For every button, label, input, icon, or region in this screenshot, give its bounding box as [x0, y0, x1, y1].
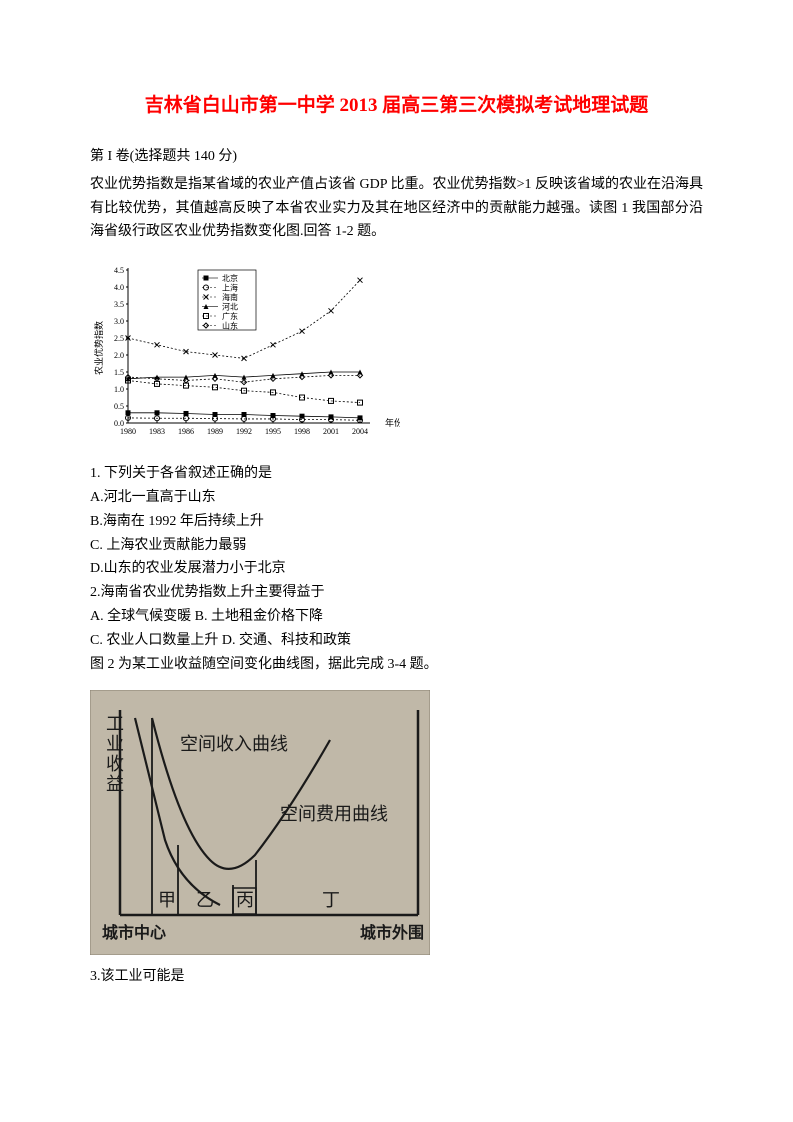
chart2-zone-2b: 丙: [236, 890, 254, 910]
svg-text:3.0: 3.0: [114, 317, 124, 326]
chart2-zone-3: 丁: [322, 890, 340, 910]
svg-text:2004: 2004: [352, 427, 368, 436]
svg-text:河北: 河北: [222, 302, 238, 312]
chart1-xlabel: 年份: [385, 417, 400, 428]
page-title: 吉林省白山市第一中学 2013 届高三第三次模拟考试地理试题: [90, 90, 703, 117]
svg-text:0.5: 0.5: [114, 402, 124, 411]
q2-stem: 2.海南省农业优势指数上升主要得益于: [90, 581, 703, 605]
q3-stem: 3.该工业可能是: [90, 965, 703, 989]
svg-text:广东: 广东: [222, 311, 238, 321]
q1-option-b: B.海南在 1992 年后持续上升: [90, 510, 703, 534]
q1-option-c: C. 上海农业贡献能力最弱: [90, 534, 703, 558]
svg-text:2.0: 2.0: [114, 351, 124, 360]
svg-text:山东: 山东: [222, 321, 238, 331]
svg-text:1989: 1989: [207, 427, 223, 436]
svg-text:3.5: 3.5: [114, 300, 124, 309]
section-header: 第 I 卷(选择题共 140 分): [90, 145, 703, 169]
svg-text:上海: 上海: [222, 283, 238, 293]
chart1-ylabel: 农业优势指数: [93, 321, 104, 375]
intro-paragraph-2: 图 2 为某工业收益随空间变化曲线图，据此完成 3-4 题。: [90, 653, 703, 677]
svg-text:海南: 海南: [222, 292, 238, 302]
svg-text:1992: 1992: [236, 427, 252, 436]
chart-2: 工 业 收 益 空间收入曲线 空间费用曲线 甲 乙 丙 丁 城市中心 城市外围: [90, 690, 430, 955]
chart2-zone-1: 甲: [158, 890, 176, 910]
chart2-curve2-label: 空间费用曲线: [280, 804, 388, 824]
svg-text:4.0: 4.0: [114, 283, 124, 292]
svg-text:1980: 1980: [120, 427, 136, 436]
chart2-zone-2: 乙: [196, 890, 214, 910]
chart2-curve1-label: 空间收入曲线: [180, 734, 288, 754]
q1-option-d: D.山东的农业发展潜力小于北京: [90, 557, 703, 581]
svg-text:1986: 1986: [178, 427, 194, 436]
q1-stem: 1. 下列关于各省叙述正确的是: [90, 462, 703, 486]
svg-text:1.0: 1.0: [114, 385, 124, 394]
svg-text:1983: 1983: [149, 427, 165, 436]
intro-paragraph-1: 农业优势指数是指某省域的农业产值占该省 GDP 比重。农业优势指数>1 反映该省…: [90, 173, 703, 244]
svg-text:1998: 1998: [294, 427, 310, 436]
svg-text:2001: 2001: [323, 427, 339, 436]
chart2-xright-label: 城市外围: [360, 923, 424, 942]
q2-option-ab: A. 全球气候变暖 B. 土地租金价格下降: [90, 605, 703, 629]
q2-option-cd: C. 农业人口数量上升 D. 交通、科技和政策: [90, 629, 703, 653]
svg-text:1995: 1995: [265, 427, 281, 436]
q1-option-a: A.河北一直高于山东: [90, 486, 703, 510]
chart2-xleft-label: 城市中心: [102, 923, 166, 942]
svg-text:2.5: 2.5: [114, 334, 124, 343]
chart-1: 0.00.51.01.52.02.53.03.54.04.5 198019831…: [90, 258, 400, 448]
svg-text:4.5: 4.5: [114, 266, 124, 275]
svg-text:北京: 北京: [222, 273, 238, 283]
svg-text:1.5: 1.5: [114, 368, 124, 377]
